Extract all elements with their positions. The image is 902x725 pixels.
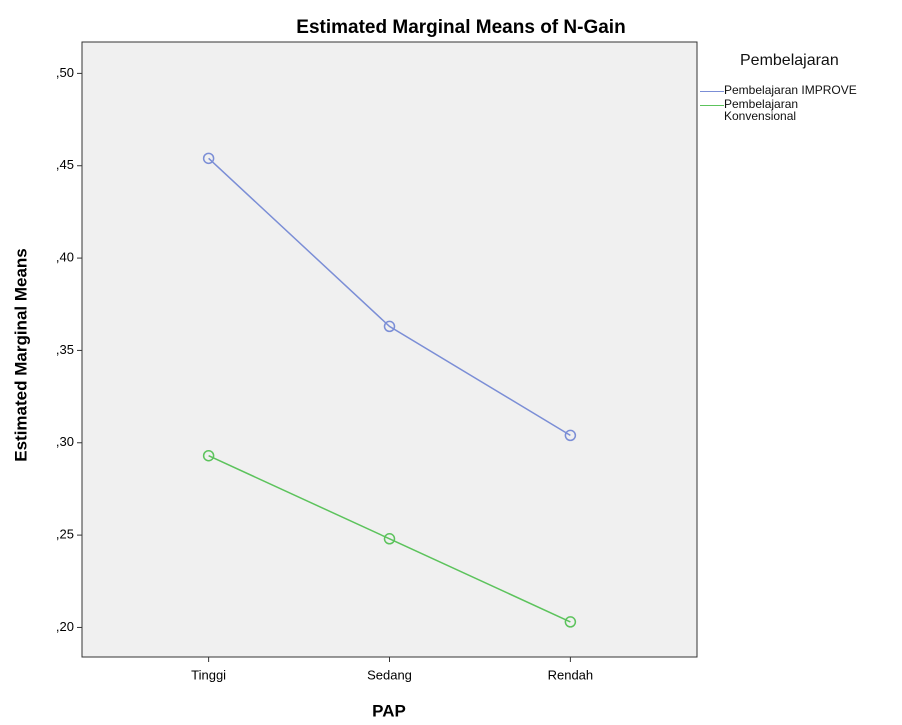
- x-tick-label: Sedang: [367, 667, 412, 682]
- marker: [202, 449, 215, 462]
- legend-title: Pembelajaran: [740, 52, 839, 69]
- legend-entry: Pembelajaran IMPROVE: [700, 84, 890, 96]
- series-line: [208, 157, 571, 437]
- marker: [383, 320, 396, 333]
- y-axis-label: Estimated Marginal Means: [11, 248, 30, 462]
- y-tick-label: ,25: [56, 527, 74, 542]
- legend-entries: Pembelajaran IMPROVE Pembelajaran Konvens…: [700, 84, 890, 122]
- y-tick-label: ,20: [56, 619, 74, 634]
- plot-area: [81, 41, 698, 658]
- legend-swatch: [700, 91, 724, 92]
- chart-title: Estimated Marginal Means of N-Gain: [296, 17, 625, 38]
- y-tick-label: ,30: [56, 434, 74, 449]
- marker: [202, 152, 215, 165]
- y-tick-label: ,35: [56, 342, 74, 357]
- y-tick-label: ,45: [56, 157, 74, 172]
- series-line: [208, 455, 571, 623]
- legend-entry: Pembelajaran Konvensional: [700, 98, 890, 122]
- marker: [564, 616, 577, 628]
- x-axis-label: PAP: [372, 701, 406, 720]
- legend-label: Pembelajaran IMPROVE: [724, 83, 857, 97]
- y-tick-label: ,50: [56, 65, 74, 80]
- x-tick-label: Tinggi: [191, 667, 226, 682]
- y-tick-label: ,40: [56, 250, 74, 265]
- legend-swatch: [700, 105, 724, 106]
- legend-label: Pembelajaran Konvensional: [724, 97, 799, 123]
- x-tick-label: Rendah: [548, 667, 594, 682]
- legend: Pembelajaran Pembelajaran IMPROVE Pembela…: [700, 52, 890, 124]
- marker: [564, 429, 577, 442]
- marker: [383, 533, 396, 545]
